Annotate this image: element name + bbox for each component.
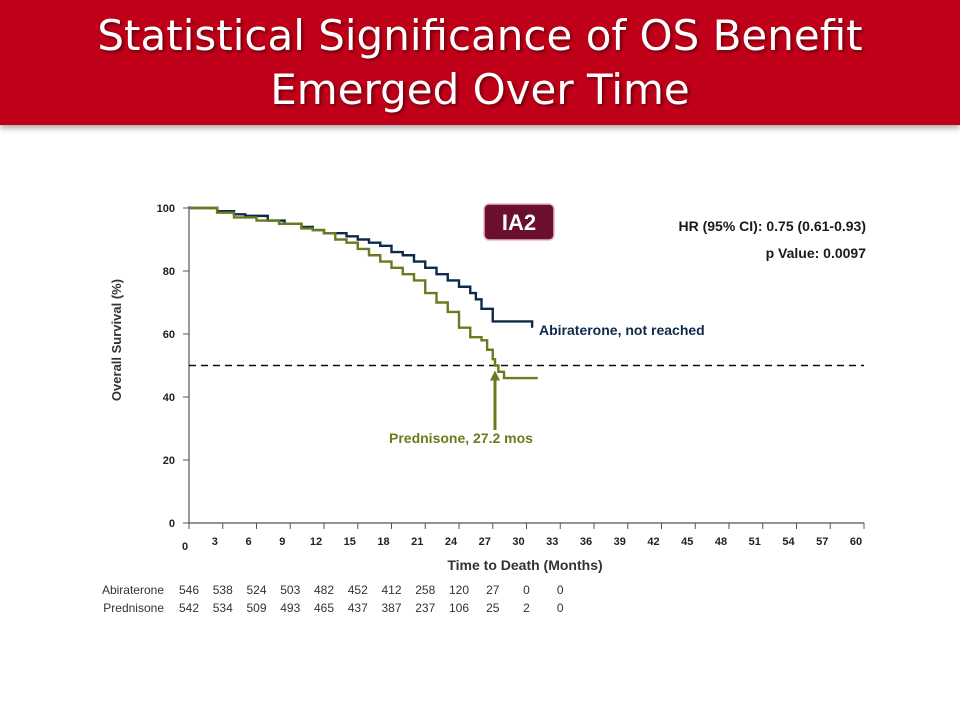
risk-cell: 524 — [246, 583, 267, 597]
risk-row-abiraterone: Abiraterone 546 538 524 503 482 452 412 … — [60, 583, 620, 601]
x-tick-label: 48 — [715, 536, 727, 548]
y-tick-label: 0 — [169, 518, 175, 530]
slide-title-line-1: Statistical Significance of OS Benefit — [97, 11, 863, 60]
ia2-badge-box — [483, 203, 555, 241]
risk-cell: 2 — [523, 601, 530, 615]
ia2-badge: IA2 — [483, 203, 555, 241]
risk-cell: 503 — [280, 583, 301, 597]
numbers-at-risk-table: Abiraterone 546 538 524 503 482 452 412 … — [60, 583, 620, 623]
risk-cell: 493 — [280, 601, 301, 615]
y-tick-label: 40 — [163, 392, 175, 404]
x-tick-label: 18 — [377, 536, 389, 548]
risk-cell: 387 — [381, 601, 402, 615]
x-tick-label: 15 — [344, 536, 356, 548]
x-tick-label: 60 — [850, 536, 862, 548]
x-tick-label: 30 — [512, 536, 524, 548]
x-tick-label: 42 — [647, 536, 659, 548]
risk-cell: 0 — [523, 583, 530, 597]
y-tick-label: 60 — [163, 329, 175, 341]
series-line-abiraterone — [189, 206, 534, 328]
risk-cell: 509 — [246, 601, 267, 615]
risk-cell: 0 — [556, 601, 564, 615]
risk-cell: 542 — [178, 601, 200, 615]
risk-cell: 534 — [212, 601, 233, 615]
x-tick-label: 51 — [749, 536, 761, 548]
risk-cell: 27 — [486, 583, 500, 597]
risk-cell: 25 — [486, 601, 500, 615]
y-tick-label: 20 — [163, 455, 175, 467]
risk-cell: 237 — [415, 601, 436, 615]
x-tick-label: 45 — [681, 536, 693, 548]
series-line-prednisone — [189, 206, 538, 380]
y-tick-label: 100 — [157, 203, 175, 215]
risk-row-label: Abiraterone — [101, 583, 164, 597]
risk-cell: 538 — [212, 583, 233, 597]
x-tick-label: 9 — [279, 536, 285, 548]
x-axis-label: Time to Death (Months) — [447, 557, 602, 573]
risk-cell: 106 — [448, 601, 470, 615]
risk-row-label: Prednisone — [103, 601, 164, 615]
slide-title-line-2: Emerged Over Time — [270, 65, 690, 114]
ia2-badge-text: IA2 — [502, 210, 536, 235]
x-tick-label: 33 — [546, 536, 558, 548]
risk-cell: 120 — [448, 583, 470, 597]
x-tick-label: 36 — [580, 536, 592, 548]
x-tick-label: 12 — [310, 536, 322, 548]
risk-cell: 452 — [347, 583, 368, 597]
x-tick-label: 0 — [182, 541, 188, 553]
x-tick-label: 39 — [614, 536, 626, 548]
risk-cell: 482 — [313, 583, 335, 597]
risk-cell: 546 — [178, 583, 200, 597]
x-tick-label: 21 — [411, 536, 423, 548]
risk-cell: 465 — [313, 601, 335, 615]
x-tick-label: 27 — [479, 536, 491, 548]
risk-row-prednisone: Prednisone 542 534 509 493 465 437 387 2… — [60, 601, 620, 619]
x-tick-label: 57 — [816, 536, 828, 548]
x-tick-label: 24 — [445, 536, 458, 548]
risk-cell: 0 — [556, 583, 564, 597]
hazard-ratio-text: HR (95% CI): 0.75 (0.61-0.93) — [678, 218, 866, 234]
title-banner: Statistical Significance of OS Benefit E… — [0, 0, 960, 125]
prednisone-series-label: Prednisone, 27.2 mos — [389, 430, 533, 446]
y-axis-label: Overall Survival (%) — [109, 279, 124, 401]
x-tick-label: 3 — [212, 536, 218, 548]
risk-cell: 412 — [381, 583, 402, 597]
x-tick-label: 6 — [245, 536, 251, 548]
risk-cell: 258 — [415, 583, 436, 597]
y-tick-label: 80 — [163, 266, 175, 278]
risk-cell: 437 — [347, 601, 368, 615]
p-value-text: p Value: 0.0097 — [766, 245, 867, 261]
x-tick-label: 54 — [782, 536, 795, 548]
abiraterone-series-label: Abiraterone, not reached — [539, 322, 705, 338]
